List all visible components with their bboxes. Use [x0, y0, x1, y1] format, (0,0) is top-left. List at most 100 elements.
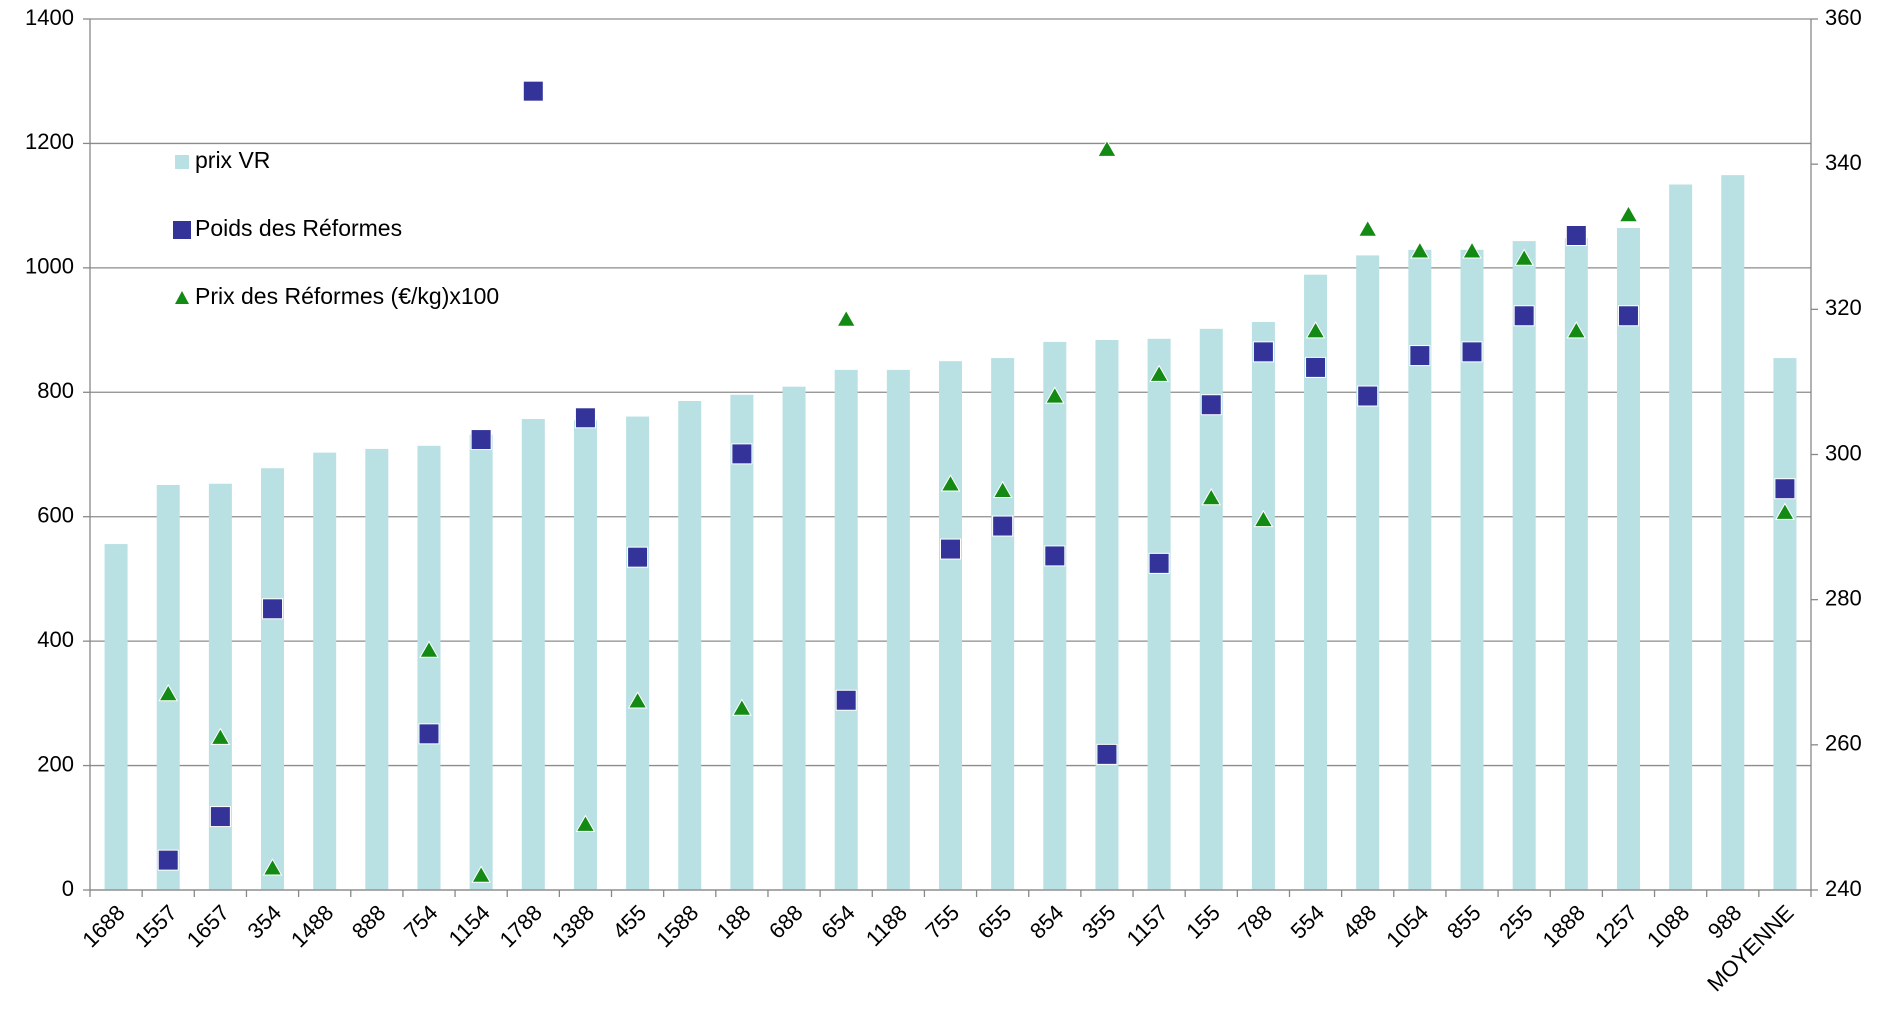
point: [992, 515, 1014, 537]
bar: [313, 452, 337, 890]
y2-tick-label: 260: [1825, 731, 1862, 756]
bar: [1251, 321, 1275, 890]
legend-label: Prix des Réformes (€/kg)x100: [195, 283, 499, 309]
x-tick-label: 554: [1286, 900, 1330, 944]
point: [1462, 241, 1482, 259]
x-tick-label: 355: [1077, 900, 1121, 944]
point: [836, 309, 857, 327]
y-tick-label: 400: [37, 627, 74, 652]
x-tick-label: 488: [1338, 900, 1382, 944]
bar: [1564, 237, 1588, 891]
point: [940, 538, 961, 560]
bar: [1043, 341, 1067, 890]
point: [574, 407, 596, 429]
point: [731, 443, 753, 465]
x-tick-label: 1054: [1381, 900, 1433, 952]
x-tick-label: 1557: [130, 900, 182, 952]
point: [1357, 219, 1378, 237]
bar: [1616, 228, 1640, 891]
point: [1775, 502, 1795, 520]
y-tick-label: 1200: [25, 129, 74, 154]
x-tick-label: 1257: [1590, 900, 1642, 952]
y2-tick-label: 280: [1825, 585, 1862, 610]
x-tick-label: 1688: [77, 900, 129, 952]
y-tick-label: 600: [37, 503, 74, 528]
point: [1200, 394, 1222, 416]
y2-tick-label: 340: [1825, 150, 1862, 175]
x-tick-label: 1088: [1642, 900, 1694, 952]
x-tick-label: 1888: [1538, 900, 1590, 952]
bar: [1512, 241, 1536, 891]
point: [992, 480, 1013, 499]
point: [1409, 241, 1430, 259]
point: [419, 640, 439, 658]
bar: [730, 394, 754, 890]
point: [835, 689, 857, 711]
bar: [417, 445, 441, 890]
bar: [782, 386, 806, 890]
bar: [469, 434, 493, 890]
point: [158, 684, 179, 702]
legend-label: prix VR: [195, 147, 270, 173]
point: [1096, 743, 1118, 765]
y-tick-label: 1000: [25, 254, 74, 279]
bar: [573, 420, 597, 890]
y-tick-label: 200: [37, 751, 74, 776]
x-tick-label: 988: [1703, 900, 1747, 944]
point: [262, 598, 284, 620]
bar: [678, 400, 702, 890]
x-tick-label: 255: [1494, 900, 1538, 944]
bar: [1095, 340, 1119, 890]
point: [1305, 321, 1326, 339]
y-tick-label: 1400: [25, 5, 74, 30]
point: [470, 429, 492, 451]
y-tick-label: 0: [62, 876, 74, 901]
y2-tick-label: 300: [1825, 440, 1862, 465]
bar: [1669, 184, 1693, 891]
x-tick-label: 855: [1442, 900, 1486, 944]
bar: [261, 468, 285, 890]
point: [210, 727, 231, 745]
x-tick-label: 654: [816, 900, 860, 944]
point: [1461, 341, 1483, 363]
bar: [886, 369, 910, 891]
bar: [1199, 328, 1223, 890]
point: [1044, 545, 1066, 567]
x-tick-label: 1488: [286, 900, 338, 952]
point: [1357, 385, 1379, 407]
point: [1409, 345, 1431, 367]
point: [1044, 386, 1065, 404]
x-tick-label: 888: [347, 900, 391, 944]
legend-swatch: [175, 155, 189, 169]
x-tick-label: 1588: [651, 900, 703, 952]
point: [1565, 225, 1587, 247]
point: [1201, 488, 1222, 506]
x-tick-label: 1154: [444, 900, 495, 951]
point: [522, 80, 544, 102]
point: [627, 546, 649, 568]
point: [1618, 204, 1639, 223]
point: [418, 723, 440, 745]
point: [471, 865, 491, 883]
x-tick-label: 354: [243, 900, 287, 944]
point: [1253, 509, 1274, 528]
legend-label: Poids des Réformes: [195, 215, 402, 241]
point: [1566, 321, 1587, 339]
bar: [1147, 338, 1171, 890]
point: [627, 691, 648, 709]
bar: [104, 544, 128, 890]
x-tick-label: 754: [399, 900, 443, 944]
point: [1617, 305, 1639, 327]
x-tick-label: 854: [1025, 900, 1069, 944]
point: [1513, 305, 1535, 327]
x-tick-label: 188: [712, 900, 756, 944]
bar: [1356, 255, 1380, 890]
legend-swatch: [173, 221, 191, 239]
x-tick-label: 1657: [182, 900, 234, 952]
x-tick-label: 788: [1233, 900, 1277, 944]
bar: [1304, 274, 1328, 891]
bar: [1721, 175, 1745, 891]
bar: [208, 483, 232, 890]
point: [1097, 139, 1117, 157]
